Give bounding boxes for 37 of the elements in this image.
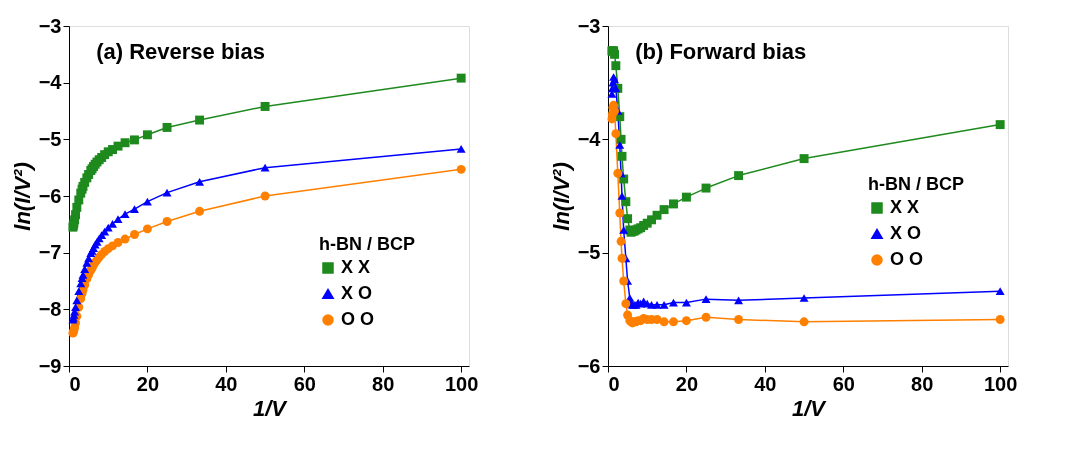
x-tick-label: 60	[832, 372, 855, 395]
y-tick-label: −8	[38, 297, 62, 320]
legend-title: h-BN / BCP	[319, 234, 415, 254]
legend-label: X O	[341, 283, 373, 303]
y-tick-label: −5	[577, 241, 601, 264]
x-tick-label: 20	[136, 372, 160, 395]
legend-label: O O	[890, 249, 924, 269]
y-tick-label: −6	[577, 354, 601, 377]
text: (b) Forward bias	[635, 39, 807, 64]
x-tick-label: 80	[911, 372, 934, 395]
y-tick-label: −4	[577, 127, 602, 150]
x-tick-label: 60	[293, 372, 316, 395]
y-tick-label: −5	[38, 127, 62, 150]
x-axis-title: 1/V	[252, 395, 289, 421]
legend-label: O O	[341, 309, 375, 329]
y-axis-title: ln(I/V²)	[9, 162, 35, 231]
x-tick-label: 40	[754, 372, 777, 395]
x-tick-label: 0	[69, 372, 81, 395]
x-tick-label: 80	[372, 372, 395, 395]
y-tick-label: −9	[38, 354, 62, 377]
x-axis-title: 1/V	[791, 395, 828, 421]
x-tick-label: 40	[215, 372, 238, 395]
y-tick-label: −3	[577, 14, 601, 37]
legend-label: X X	[890, 197, 920, 217]
x-tick-label: 100	[983, 372, 1018, 395]
y-axis-title: ln(I/V²)	[548, 162, 574, 231]
legend-label: X X	[341, 257, 371, 277]
y-tick-label: −7	[38, 241, 62, 264]
legend-title: h-BN / BCP	[868, 174, 964, 194]
legend-label: X O	[890, 223, 922, 243]
y-tick-label: −3	[38, 14, 62, 37]
x-tick-label: 0	[608, 372, 620, 395]
x-tick-label: 20	[675, 372, 699, 395]
x-tick-label: 100	[444, 372, 479, 395]
y-tick-label: −6	[38, 184, 62, 207]
text: (a) Reverse bias	[96, 39, 265, 64]
y-tick-label: −4	[38, 71, 63, 94]
